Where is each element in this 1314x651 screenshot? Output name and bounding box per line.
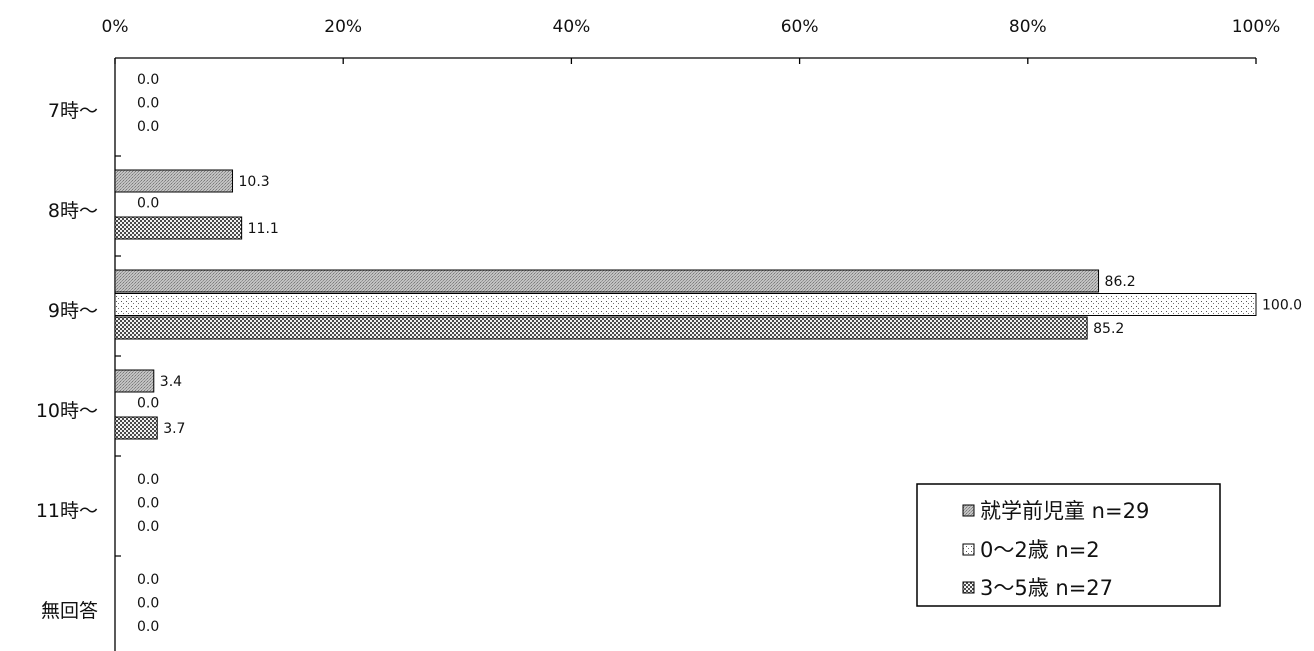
data-label: 0.0: [137, 572, 159, 588]
data-label: 0.0: [137, 196, 159, 212]
data-label: 3.4: [160, 374, 182, 390]
x-tick-label: 0%: [102, 17, 129, 37]
data-label: 0.0: [137, 119, 159, 135]
x-tick-label: 40%: [553, 17, 591, 37]
data-label: 86.2: [1105, 274, 1136, 290]
x-tick-label: 20%: [324, 17, 362, 37]
bar: [114, 369, 155, 393]
data-labels: 0.00.00.010.30.011.186.2100.085.23.40.03…: [137, 72, 1302, 635]
data-label: 11.1: [248, 221, 279, 237]
data-label: 3.7: [163, 421, 185, 437]
category-label: 8時～: [48, 200, 98, 222]
category-label: 9時～: [48, 300, 98, 322]
data-label: 0.0: [137, 396, 159, 412]
data-label: 85.2: [1093, 321, 1124, 337]
data-label: 10.3: [239, 174, 270, 190]
category-label: 7時～: [48, 100, 98, 122]
legend-swatch-1: [962, 504, 975, 517]
category-label: 11時～: [36, 500, 98, 522]
legend-label-1: 就学前児童 n=29: [980, 499, 1149, 523]
bar: [114, 216, 243, 240]
x-tick-label: 80%: [1009, 17, 1047, 37]
x-tick-label: 60%: [781, 17, 819, 37]
bar: [114, 293, 1257, 316]
bars: [114, 169, 1257, 440]
legend-swatch-3: [962, 581, 975, 594]
legend-swatch-2: [962, 543, 975, 556]
data-label: 100.0: [1262, 298, 1302, 314]
legend: 就学前児童 n=29 0～2歳 n=2 3～5歳 n=27: [916, 483, 1221, 607]
category-label: 10時～: [36, 400, 98, 422]
data-label: 0.0: [137, 619, 159, 635]
data-label: 0.0: [137, 596, 159, 612]
bar: [114, 316, 1088, 340]
data-label: 0.0: [137, 496, 159, 512]
bar: [114, 416, 158, 440]
y-axis: 7時～ 8時～ 9時～ 10時～ 11時～ 無回答: [36, 58, 121, 651]
legend-label-3: 3～5歳 n=27: [980, 576, 1113, 600]
data-label: 0.0: [137, 72, 159, 88]
data-label: 0.0: [137, 472, 159, 488]
x-axis: 0% 20% 40% 60% 80% 100%: [102, 17, 1281, 64]
legend-label-2: 0～2歳 n=2: [980, 538, 1100, 562]
x-tick-label: 100%: [1232, 17, 1281, 37]
bar: [114, 269, 1100, 293]
data-label: 0.0: [137, 519, 159, 535]
bar: [114, 169, 234, 193]
data-label: 0.0: [137, 96, 159, 112]
category-label: 無回答: [41, 600, 98, 622]
